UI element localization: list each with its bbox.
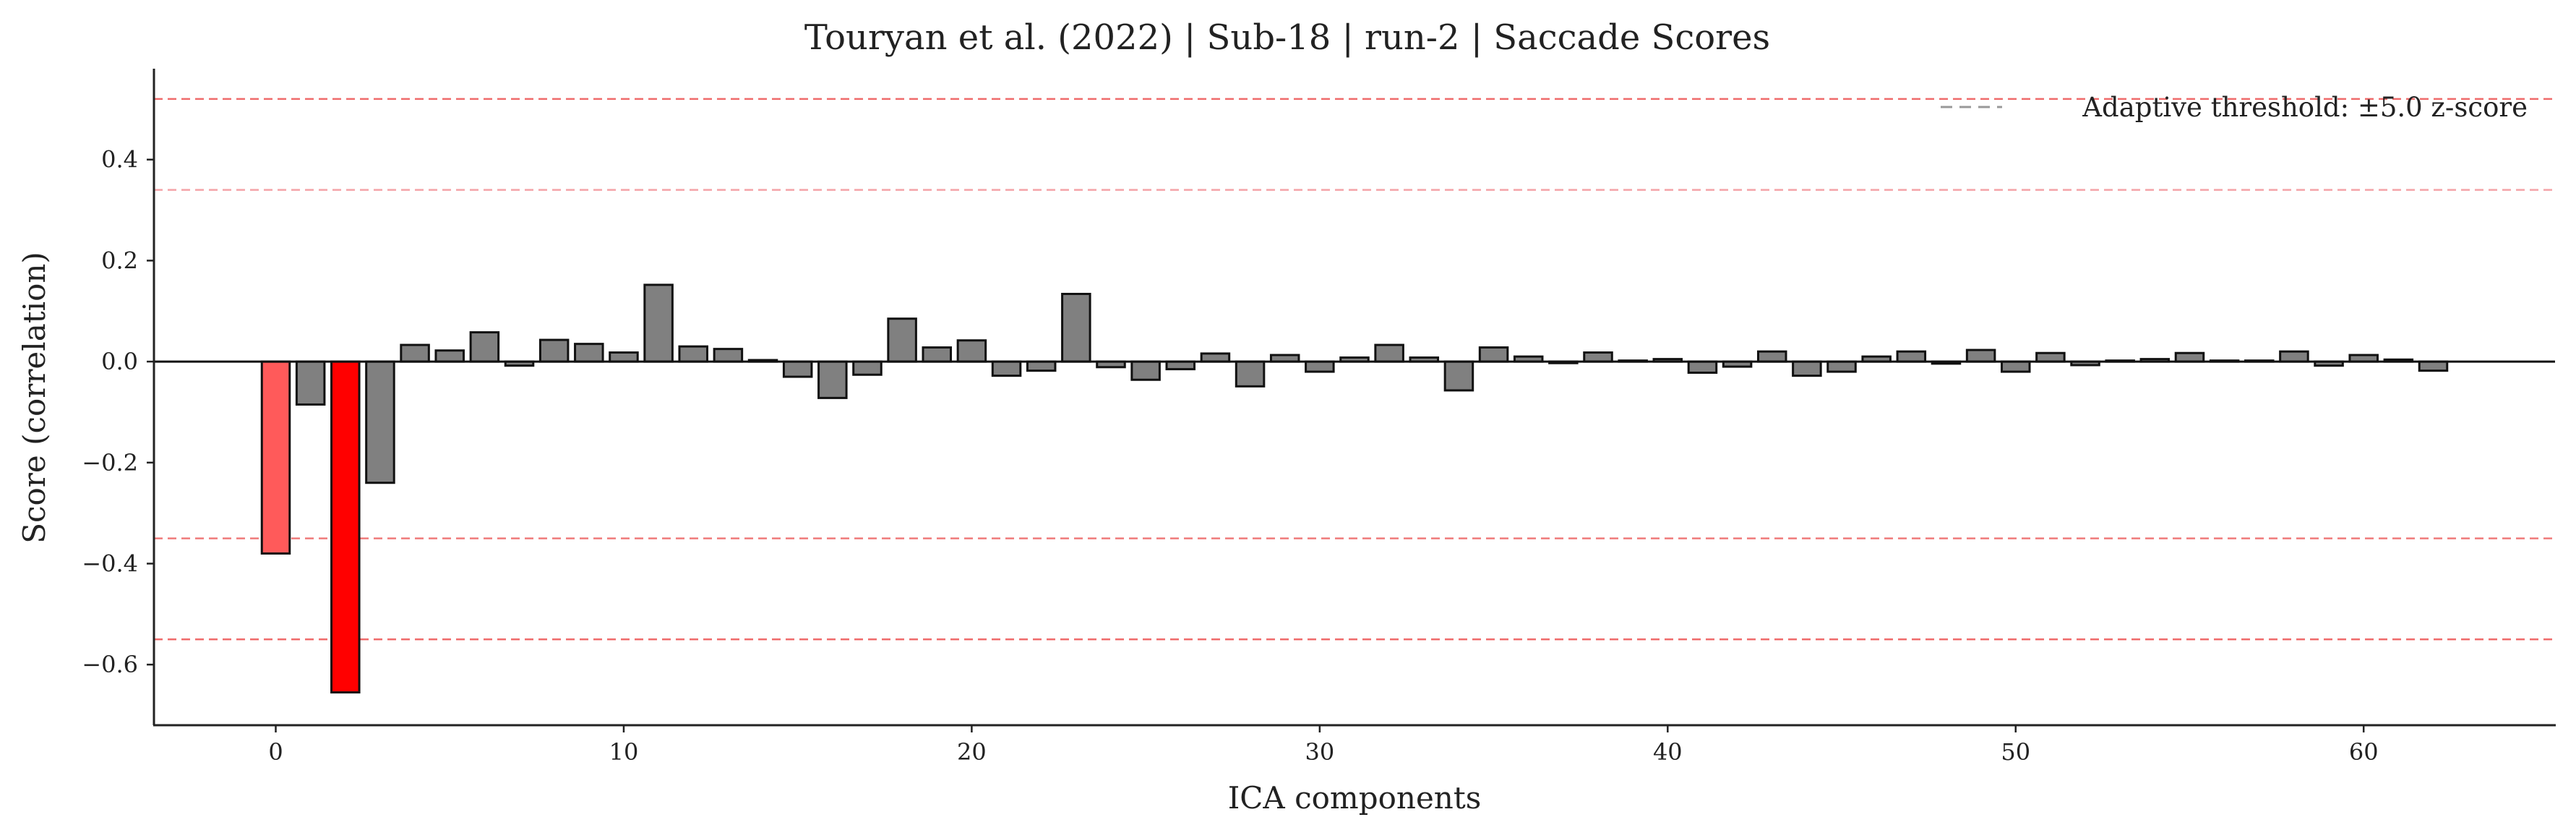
bar	[1130, 360, 1161, 381]
bar	[2174, 351, 2205, 363]
bar	[1478, 346, 1509, 363]
threshold-lines	[154, 98, 2555, 641]
bar-series	[260, 283, 2449, 694]
legend-label: Adaptive threshold: ±5.0 z-score	[2082, 92, 2528, 123]
bar	[1826, 360, 1857, 373]
legend: Adaptive threshold: ±5.0 z-score	[1941, 92, 2528, 123]
x-ticks: 0 10 20 30 40 50 60	[268, 725, 2379, 766]
bar	[887, 317, 917, 363]
x-tick-label: 30	[1305, 738, 1334, 766]
bar	[1165, 360, 1196, 371]
bar	[1965, 349, 1996, 363]
bar	[609, 351, 639, 363]
bar	[330, 360, 361, 694]
y-tick-label: 0.4	[101, 146, 138, 174]
y-tick-label: −0.4	[82, 550, 138, 577]
bar	[922, 346, 953, 363]
bar	[643, 283, 674, 363]
bar	[1756, 350, 1787, 363]
y-tick-label: −0.6	[82, 651, 138, 678]
y-ticks: −0.6 −0.4 −0.2 0.0 0.2 0.4	[82, 146, 154, 678]
y-tick-label: 0.2	[101, 247, 138, 274]
bar	[852, 360, 883, 376]
bar	[2418, 360, 2449, 372]
bar	[1374, 343, 1404, 363]
bar	[1200, 352, 1231, 363]
y-tick-label: −0.2	[82, 449, 138, 476]
chart-title: Touryan et al. (2022) | Sub-18 | run-2 |…	[804, 17, 1770, 58]
bar	[365, 360, 395, 484]
bar	[713, 348, 744, 363]
x-tick-label: 20	[957, 738, 987, 766]
bar	[574, 343, 604, 363]
bar	[1305, 360, 1335, 373]
bar	[2279, 350, 2309, 363]
bar	[782, 360, 813, 378]
x-tick-label: 50	[2001, 738, 2030, 766]
bar	[678, 345, 709, 363]
bar	[295, 360, 326, 406]
bar	[469, 331, 500, 363]
bar	[817, 360, 848, 399]
bar	[1583, 351, 1613, 363]
bar	[538, 338, 570, 363]
x-tick-label: 10	[609, 738, 639, 766]
bar	[1896, 350, 1927, 363]
x-tick-label: 60	[2349, 738, 2379, 766]
bar	[991, 360, 1022, 377]
x-axis-label: ICA components	[1228, 780, 1482, 816]
bar	[1235, 360, 1266, 388]
y-tick-label: 0.0	[101, 348, 138, 375]
axes	[153, 69, 2556, 727]
bar	[1061, 293, 1091, 363]
bar	[956, 339, 987, 363]
bar	[1687, 360, 1718, 374]
bar	[400, 343, 430, 363]
bar	[1026, 360, 1057, 372]
bar	[1792, 360, 1822, 377]
bar	[260, 360, 291, 555]
x-tick-label: 0	[268, 738, 283, 766]
bar	[1443, 360, 1474, 392]
y-axis-label: Score (correlation)	[17, 252, 52, 544]
x-tick-label: 40	[1653, 738, 1683, 766]
bar	[2000, 360, 2031, 373]
bar	[434, 349, 465, 363]
bar	[2035, 351, 2066, 363]
